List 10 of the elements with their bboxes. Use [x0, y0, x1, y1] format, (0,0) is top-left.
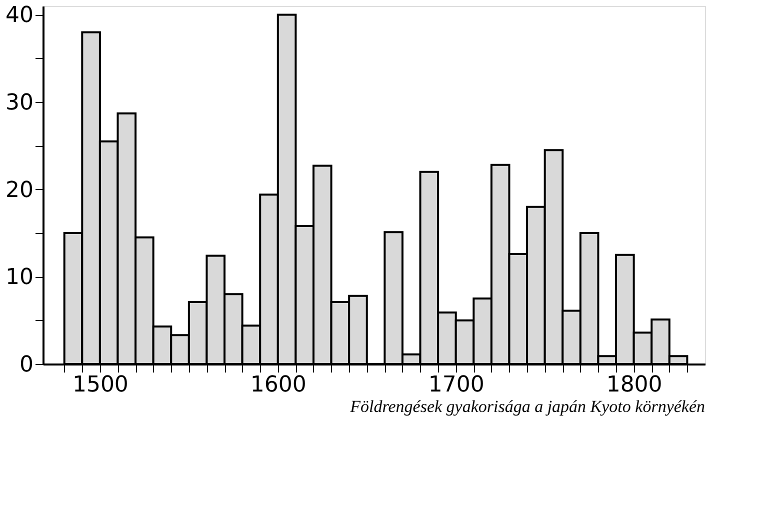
x-tick-label: 1700 [428, 372, 484, 398]
x-tick-label: 1500 [72, 372, 128, 398]
text: Földrengések gyakorisága a japán Kyoto környékén [349, 397, 705, 416]
y-tick-label: 10 [6, 265, 34, 290]
x-tick-label: 1800 [606, 372, 662, 398]
y-tick-label: 30 [6, 90, 34, 116]
x-tick-label: 1600 [250, 372, 306, 398]
y-tick-label: 0 [20, 352, 34, 378]
y-tick-label: 40 [6, 3, 34, 28]
y-tick-label: 20 [6, 178, 34, 203]
